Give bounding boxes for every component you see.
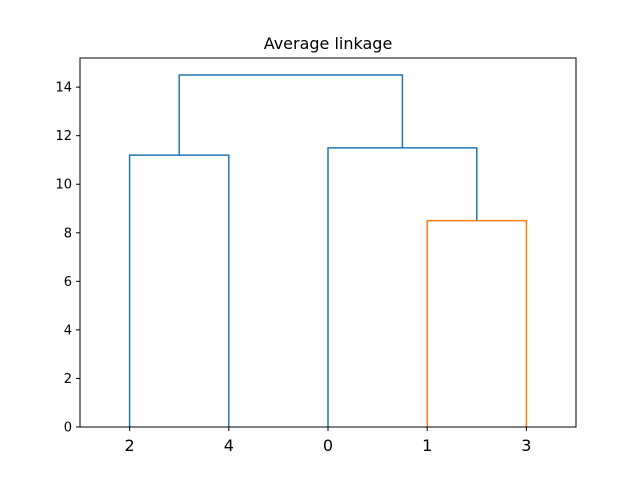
y-tick-label: 4 (64, 323, 72, 338)
dendrogram-link (128, 154, 230, 427)
leaf-label: 1 (422, 436, 432, 455)
y-tick-label: 14 (55, 81, 72, 96)
dendrogram-link (426, 219, 528, 427)
leaf-label: 2 (125, 436, 135, 455)
y-tick-label: 6 (64, 275, 72, 290)
leaf-label: 4 (224, 436, 234, 455)
leaf-label: 0 (323, 436, 333, 455)
y-tick-label: 0 (64, 421, 72, 436)
y-tick-label: 10 (55, 178, 72, 193)
x-axis: 2 4 0 1 3 (125, 427, 531, 455)
dendrogram-link (178, 74, 404, 156)
leaf-label: 3 (521, 436, 531, 455)
y-tick-label: 12 (55, 129, 72, 144)
y-tick-label: 2 (64, 372, 72, 387)
chart-title: Average linkage (264, 34, 393, 53)
dendrogram-links (128, 74, 528, 427)
dendrogram-link (327, 147, 478, 427)
y-axis: 0 2 4 6 8 10 12 14 (55, 81, 80, 436)
y-tick-label: 8 (64, 226, 72, 241)
